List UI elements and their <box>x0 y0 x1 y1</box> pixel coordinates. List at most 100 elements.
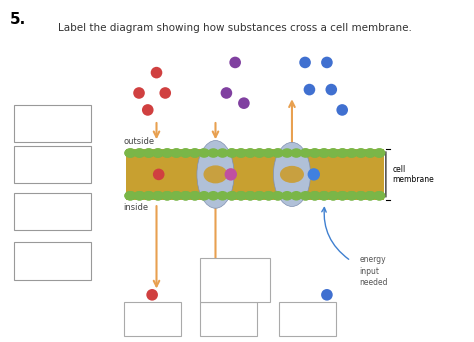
Point <box>323 60 331 65</box>
Ellipse shape <box>273 142 310 207</box>
Ellipse shape <box>203 166 228 183</box>
Ellipse shape <box>280 166 304 183</box>
Circle shape <box>181 149 191 157</box>
Circle shape <box>171 149 182 157</box>
Circle shape <box>134 192 145 200</box>
Circle shape <box>346 149 357 157</box>
Point <box>231 60 239 65</box>
Circle shape <box>153 149 163 157</box>
Circle shape <box>199 192 210 200</box>
Circle shape <box>217 192 228 200</box>
Circle shape <box>264 192 274 200</box>
Circle shape <box>301 149 311 157</box>
Circle shape <box>282 149 292 157</box>
Circle shape <box>319 192 329 200</box>
Circle shape <box>337 192 348 200</box>
Point <box>153 70 160 75</box>
Circle shape <box>310 192 320 200</box>
Circle shape <box>162 149 173 157</box>
Circle shape <box>356 149 366 157</box>
Circle shape <box>365 149 375 157</box>
Point <box>144 107 152 113</box>
Circle shape <box>291 149 301 157</box>
Circle shape <box>217 192 228 200</box>
Point <box>323 292 331 298</box>
Circle shape <box>328 192 338 200</box>
Text: cell
membrane: cell membrane <box>392 165 434 184</box>
Circle shape <box>227 192 237 200</box>
Text: Label the diagram showing how substances cross a cell membrane.: Label the diagram showing how substances… <box>58 24 412 34</box>
Circle shape <box>254 149 264 157</box>
Circle shape <box>236 149 246 157</box>
Text: Facilitated
transport: Facilitated transport <box>31 251 74 271</box>
Circle shape <box>208 192 219 200</box>
Circle shape <box>236 192 246 200</box>
Circle shape <box>199 149 210 157</box>
Circle shape <box>254 192 264 200</box>
Circle shape <box>254 192 264 200</box>
Circle shape <box>208 149 219 157</box>
Circle shape <box>190 192 200 200</box>
Circle shape <box>319 149 329 157</box>
Circle shape <box>291 192 301 200</box>
Point <box>301 60 309 65</box>
Circle shape <box>153 149 163 157</box>
Circle shape <box>310 149 320 157</box>
Point <box>223 90 230 96</box>
Text: Active
transport: Active transport <box>33 154 72 174</box>
Text: integral
membrane
protein: integral membrane protein <box>29 196 75 227</box>
Circle shape <box>125 149 136 157</box>
Circle shape <box>374 149 384 157</box>
Circle shape <box>171 149 182 157</box>
Ellipse shape <box>197 141 234 208</box>
Point <box>306 87 313 92</box>
Circle shape <box>365 192 375 200</box>
Circle shape <box>319 192 329 200</box>
Circle shape <box>153 192 163 200</box>
Point <box>227 172 235 177</box>
Circle shape <box>190 149 200 157</box>
Circle shape <box>245 192 255 200</box>
Point <box>240 101 248 106</box>
Circle shape <box>245 149 255 157</box>
FancyBboxPatch shape <box>200 258 270 302</box>
Circle shape <box>346 192 357 200</box>
FancyBboxPatch shape <box>15 193 91 231</box>
Circle shape <box>301 192 311 200</box>
Circle shape <box>273 149 283 157</box>
FancyBboxPatch shape <box>200 302 257 336</box>
Circle shape <box>144 149 154 157</box>
Circle shape <box>171 192 182 200</box>
Circle shape <box>236 192 246 200</box>
FancyBboxPatch shape <box>15 146 91 183</box>
Circle shape <box>227 149 237 157</box>
Point <box>223 292 230 298</box>
Circle shape <box>181 192 191 200</box>
Circle shape <box>181 149 191 157</box>
Circle shape <box>162 149 173 157</box>
Circle shape <box>273 149 283 157</box>
Circle shape <box>310 149 320 157</box>
Circle shape <box>125 192 136 200</box>
Text: inside: inside <box>124 203 149 212</box>
Circle shape <box>282 149 292 157</box>
Circle shape <box>346 149 357 157</box>
Circle shape <box>291 192 301 200</box>
FancyBboxPatch shape <box>15 105 91 142</box>
Circle shape <box>264 149 274 157</box>
Point <box>338 107 346 113</box>
Circle shape <box>356 192 366 200</box>
Text: Simple
diffusion: Simple diffusion <box>34 114 71 134</box>
Text: outside: outside <box>124 136 155 146</box>
FancyBboxPatch shape <box>279 302 336 336</box>
Circle shape <box>199 149 210 157</box>
Circle shape <box>301 149 311 157</box>
Circle shape <box>134 192 145 200</box>
Circle shape <box>328 149 338 157</box>
Point <box>155 172 163 177</box>
Circle shape <box>319 149 329 157</box>
Circle shape <box>310 192 320 200</box>
Circle shape <box>125 192 136 200</box>
Circle shape <box>153 192 163 200</box>
Circle shape <box>181 192 191 200</box>
